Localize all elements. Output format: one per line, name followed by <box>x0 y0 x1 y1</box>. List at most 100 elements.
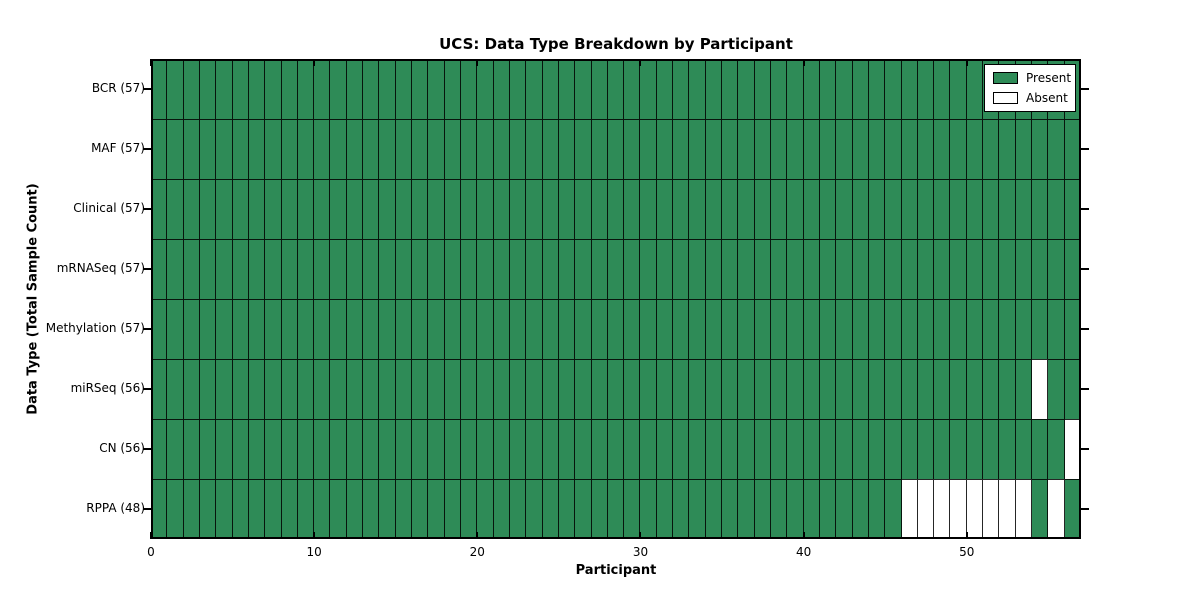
heatmap-cell <box>232 59 249 119</box>
heatmap-cell <box>722 299 739 359</box>
heatmap-cell <box>656 479 674 539</box>
heatmap-cell <box>199 239 217 299</box>
heatmap-cell <box>395 179 413 239</box>
heatmap-cell <box>330 239 347 299</box>
heatmap-cell <box>966 239 984 299</box>
y-tick-label: mRNASeq (57) <box>56 261 145 275</box>
heatmap-cell <box>346 179 364 239</box>
heatmap-cell <box>575 299 592 359</box>
heatmap-cell <box>836 59 853 119</box>
heatmap-cell <box>966 479 984 539</box>
heatmap-cell <box>346 419 364 479</box>
heatmap-cell <box>428 179 445 239</box>
heatmap-cell <box>461 119 478 179</box>
heatmap-cell <box>1048 359 1065 419</box>
heatmap-cell <box>542 479 559 539</box>
x-tick-bottom <box>802 532 805 539</box>
heatmap-cell <box>738 59 755 119</box>
heatmap-cell <box>281 479 298 539</box>
heatmap-cell <box>771 239 788 299</box>
heatmap-cell <box>509 359 527 419</box>
heatmap-cell <box>151 59 168 119</box>
heatmap-cell <box>836 359 853 419</box>
heatmap-cell <box>477 419 494 479</box>
heatmap-cell <box>836 179 853 239</box>
heatmap-cell <box>624 419 641 479</box>
heatmap-cell <box>1015 299 1033 359</box>
heatmap-cell <box>199 119 217 179</box>
heatmap-cell <box>819 59 837 119</box>
heatmap-cell <box>444 479 461 539</box>
y-tick-label: Clinical (57) <box>73 201 145 215</box>
heatmap-cell <box>216 179 233 239</box>
heatmap-cell <box>558 59 576 119</box>
heatmap-cell <box>542 239 559 299</box>
heatmap-cell <box>983 359 1000 419</box>
heatmap-cell <box>787 419 804 479</box>
heatmap-cell <box>836 119 853 179</box>
heatmap-cell <box>281 119 298 179</box>
heatmap-cell <box>705 419 723 479</box>
heatmap-cell <box>509 479 527 539</box>
heatmap-cell <box>983 119 1000 179</box>
heatmap-cell <box>216 479 233 539</box>
heatmap-cell <box>167 479 184 539</box>
heatmap-cell <box>363 179 380 239</box>
heatmap-cell <box>607 479 625 539</box>
legend-entry-absent: Absent <box>993 90 1068 106</box>
heatmap-cell <box>771 299 788 359</box>
heatmap-cell <box>297 179 315 239</box>
heatmap-cell <box>705 359 723 419</box>
heatmap-cell <box>819 119 837 179</box>
heatmap-cell <box>346 239 364 299</box>
heatmap-cell <box>656 299 674 359</box>
heatmap-cell <box>722 179 739 239</box>
y-tick-right <box>1081 388 1089 390</box>
heatmap-cell <box>673 359 690 419</box>
heatmap-cell <box>771 359 788 419</box>
heatmap-cell <box>738 179 755 239</box>
heatmap-cell <box>738 119 755 179</box>
heatmap-cell <box>852 239 869 299</box>
heatmap-cell <box>248 239 266 299</box>
heatmap-cell <box>412 299 429 359</box>
heatmap-cell <box>917 419 935 479</box>
heatmap-cell <box>265 359 282 419</box>
heatmap-cell <box>265 119 282 179</box>
heatmap-cell <box>232 239 249 299</box>
heatmap-cell <box>379 59 396 119</box>
heatmap-cell <box>297 479 315 539</box>
heatmap-cell <box>281 59 298 119</box>
heatmap-cell <box>591 359 608 419</box>
heatmap-cell <box>493 59 510 119</box>
heatmap-cell <box>1032 359 1049 419</box>
heatmap-cell <box>983 299 1000 359</box>
heatmap-cell <box>248 359 266 419</box>
heatmap-cell <box>346 299 364 359</box>
heatmap-cell <box>297 239 315 299</box>
heatmap-cell <box>232 479 249 539</box>
heatmap-cell <box>771 479 788 539</box>
heatmap-cell <box>607 59 625 119</box>
heatmap-cell <box>852 359 869 419</box>
heatmap-cell <box>379 239 396 299</box>
heatmap-cell <box>934 359 951 419</box>
x-tick-bottom <box>965 532 968 539</box>
heatmap-cell <box>852 179 869 239</box>
heatmap-cell <box>1048 299 1065 359</box>
heatmap-cell <box>673 239 690 299</box>
heatmap-cell <box>232 119 249 179</box>
heatmap-cell <box>444 419 461 479</box>
heatmap-cell <box>868 359 886 419</box>
heatmap-cell <box>754 239 771 299</box>
heatmap-cell <box>640 359 657 419</box>
heatmap-cell <box>771 59 788 119</box>
heatmap-cell <box>493 479 510 539</box>
heatmap-cell <box>477 299 494 359</box>
y-tick-left <box>143 148 151 150</box>
heatmap-cell <box>281 179 298 239</box>
heatmap-cell <box>265 59 282 119</box>
heatmap-cell <box>444 179 461 239</box>
heatmap-cell <box>575 59 592 119</box>
